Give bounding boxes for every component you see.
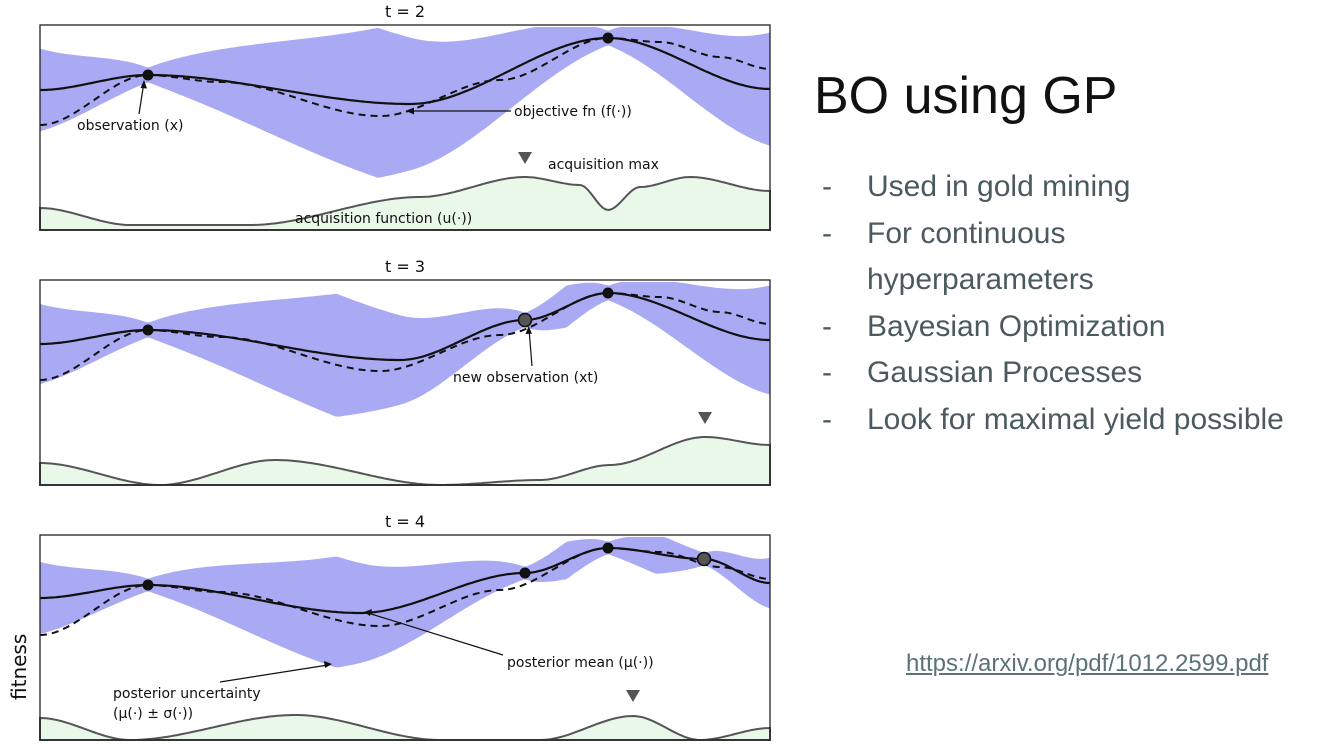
posterior-mean-curve [40, 36, 771, 106]
posterior-mean-curve [40, 546, 771, 615]
observation-point [602, 287, 614, 299]
bayesian-optimization-figure: t = 2 observation (x) objective fn (f(·)… [7, 2, 771, 742]
uncertainty-band [40, 27, 770, 178]
panel-2-title: t = 3 [385, 257, 425, 276]
bullet-item: For continuous hyperparameters [820, 211, 1300, 304]
posterior-uncertainty-arrow [219, 664, 329, 683]
uncertainty-band [40, 537, 770, 668]
new-observation-point [696, 551, 712, 567]
annotation-posterior-mean: posterior mean (μ(·)) [507, 655, 654, 671]
annotation-acquisition-max: acquisition max [548, 157, 659, 173]
acquisition-curve [39, 436, 771, 486]
bullet-item: Used in gold mining [820, 164, 1300, 211]
bullet-item: Gaussian Processes [820, 350, 1300, 397]
bullet-item: Look for maximal yield possible [820, 397, 1300, 444]
panel-t4 [39, 534, 771, 742]
annotation-acquisition-function: acquisition function (u(·)) [295, 211, 472, 227]
annotation-new-observation: new observation (xt) [453, 370, 598, 386]
annotation-objective-fn: objective fn (f(·)) [514, 104, 632, 120]
panel-1-title: t = 2 [385, 2, 425, 21]
acquisition-max-marker [518, 152, 532, 164]
observation-points [142, 542, 712, 591]
acquisition-curve [39, 714, 771, 742]
posterior-mean-arrow [367, 612, 504, 656]
observation-point [602, 542, 614, 554]
bullet-item: Bayesian Optimization [820, 304, 1300, 351]
panel-t2 [39, 24, 771, 231]
uncertainty-band [40, 282, 770, 417]
panel-frame [39, 534, 771, 741]
annotation-posterior-uncertainty-formula: (μ(·) ± σ(·)) [113, 706, 193, 722]
observation-arrow-head [140, 80, 147, 89]
acquisition-max-marker [698, 412, 712, 424]
panel-t3 [39, 279, 771, 486]
bullet-list: Used in gold mining For continuous hyper… [820, 164, 1300, 443]
observation-point [142, 69, 154, 81]
posterior-mean-curve [40, 291, 770, 362]
observation-point [519, 567, 531, 579]
y-axis-label: fitness [7, 634, 31, 700]
observation-point [142, 324, 154, 336]
observation-points [142, 287, 614, 336]
new-observation-arrow [528, 328, 533, 367]
slide-title: BO using GP [814, 67, 1118, 125]
new-observation-point [517, 312, 533, 328]
panel-3-title: t = 4 [385, 512, 425, 531]
acquisition-curve [39, 175, 771, 231]
acquisition-max-marker [626, 690, 640, 702]
objective-fn-arrow-head [406, 107, 414, 115]
annotation-posterior-uncertainty: posterior uncertainty [113, 686, 261, 702]
observation-point [602, 32, 614, 44]
panel-frame [39, 24, 771, 231]
posterior-mean-arrow-head [364, 609, 372, 616]
annotation-observation: observation (x) [77, 118, 183, 134]
observation-points [142, 32, 614, 81]
new-observation-arrow-head [525, 326, 532, 334]
reference-link[interactable]: https://arxiv.org/pdf/1012.2599.pdf [906, 650, 1269, 677]
posterior-uncertainty-arrow-head [324, 661, 332, 668]
panel-frame [39, 279, 771, 486]
observation-point [142, 579, 154, 591]
